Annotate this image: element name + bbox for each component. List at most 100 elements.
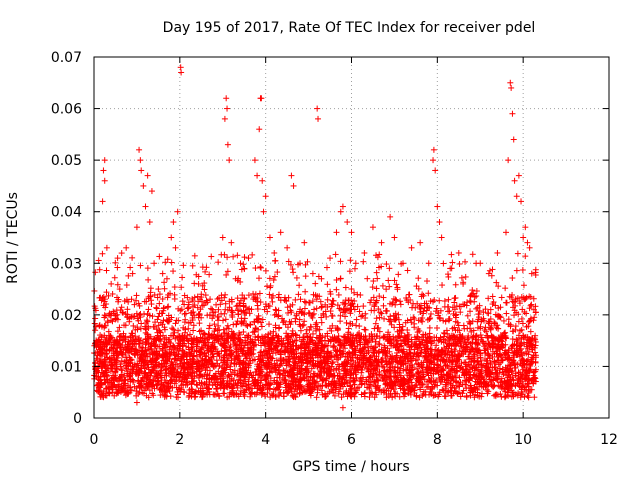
data-point: [487, 325, 494, 332]
data-point: [187, 331, 194, 338]
data-point: [373, 315, 380, 322]
data-point: [509, 275, 516, 282]
data-point: [445, 296, 452, 303]
data-point: [503, 299, 510, 306]
data-point: [462, 273, 469, 280]
data-point: [124, 391, 131, 398]
data-point: [334, 302, 341, 309]
data-point: [133, 292, 140, 299]
data-point: [92, 327, 99, 334]
data-point: [159, 295, 166, 302]
data-point: [275, 291, 282, 298]
data-point: [382, 357, 389, 364]
data-point: [275, 325, 282, 332]
data-point: [295, 291, 302, 298]
data-point: [484, 346, 491, 353]
data-point: [305, 309, 312, 316]
data-point: [282, 297, 289, 304]
data-point: [206, 271, 213, 278]
data-point: [156, 253, 163, 260]
data-point: [159, 310, 166, 317]
data-point: [113, 307, 120, 314]
data-point: [348, 285, 355, 292]
data-point: [237, 260, 244, 267]
data-point: [171, 284, 178, 291]
data-point: [444, 271, 451, 278]
data-point: [452, 281, 459, 288]
data-point: [144, 265, 151, 272]
data-point: [415, 275, 422, 282]
data-point: [343, 319, 350, 326]
data-point: [255, 275, 262, 282]
data-point: [233, 321, 240, 328]
data-point: [373, 269, 380, 276]
data-point: [257, 299, 264, 306]
data-point: [292, 296, 299, 303]
data-point: [205, 330, 212, 337]
data-point: [145, 306, 152, 313]
data-point: [376, 251, 383, 258]
data-point: [313, 394, 320, 401]
data-point: [482, 324, 489, 331]
data-point: [448, 251, 455, 258]
chart-title: Day 195 of 2017, Rate Of TEC Index for r…: [163, 20, 536, 36]
data-point: [213, 385, 220, 392]
data-point: [95, 257, 102, 264]
data-point: [234, 252, 241, 259]
data-point: [471, 294, 478, 301]
data-point: [462, 258, 469, 265]
data-point: [222, 316, 229, 323]
data-point: [469, 287, 476, 294]
data-point: [220, 326, 227, 333]
data-point: [376, 328, 383, 335]
data-point: [414, 329, 421, 336]
data-point: [167, 393, 174, 400]
data-point: [290, 269, 297, 276]
data-point: [178, 284, 185, 291]
data-point: [332, 251, 339, 258]
data-point: [360, 303, 367, 310]
data-point: [220, 317, 227, 324]
data-point: [191, 280, 198, 287]
data-point: [270, 277, 277, 284]
data-point: [202, 268, 209, 275]
data-point: [371, 325, 378, 332]
data-point: [235, 311, 242, 318]
data-point: [118, 357, 125, 364]
data-point: [132, 297, 139, 304]
data-point: [118, 304, 125, 311]
data-point: [436, 297, 443, 304]
data-point: [527, 328, 534, 335]
data-point: [266, 321, 273, 328]
data-point: [353, 322, 360, 329]
data-point: [127, 264, 134, 271]
data-point: [171, 295, 178, 302]
data-point: [114, 281, 121, 288]
data-point: [371, 307, 378, 314]
data-point: [240, 328, 247, 335]
data-point: [324, 281, 331, 288]
data-point: [341, 301, 348, 308]
data-point: [222, 291, 229, 298]
data-point: [313, 305, 320, 312]
data-point: [423, 278, 430, 285]
data-point: [318, 314, 325, 321]
data-point: [426, 324, 433, 331]
data-point: [466, 297, 473, 304]
data-point: [153, 304, 160, 311]
data-point: [203, 264, 210, 271]
data-point: [376, 293, 383, 300]
data-point: [258, 264, 265, 271]
data-point: [469, 251, 476, 258]
data-point: [380, 294, 387, 301]
data-point: [328, 327, 335, 334]
data-point: [272, 306, 279, 313]
data-point: [362, 326, 369, 333]
data-point: [312, 280, 319, 287]
data-point: [513, 267, 520, 274]
data-point: [179, 274, 186, 281]
data-point: [114, 264, 121, 271]
data-point: [145, 276, 152, 283]
data-point: [456, 260, 463, 267]
